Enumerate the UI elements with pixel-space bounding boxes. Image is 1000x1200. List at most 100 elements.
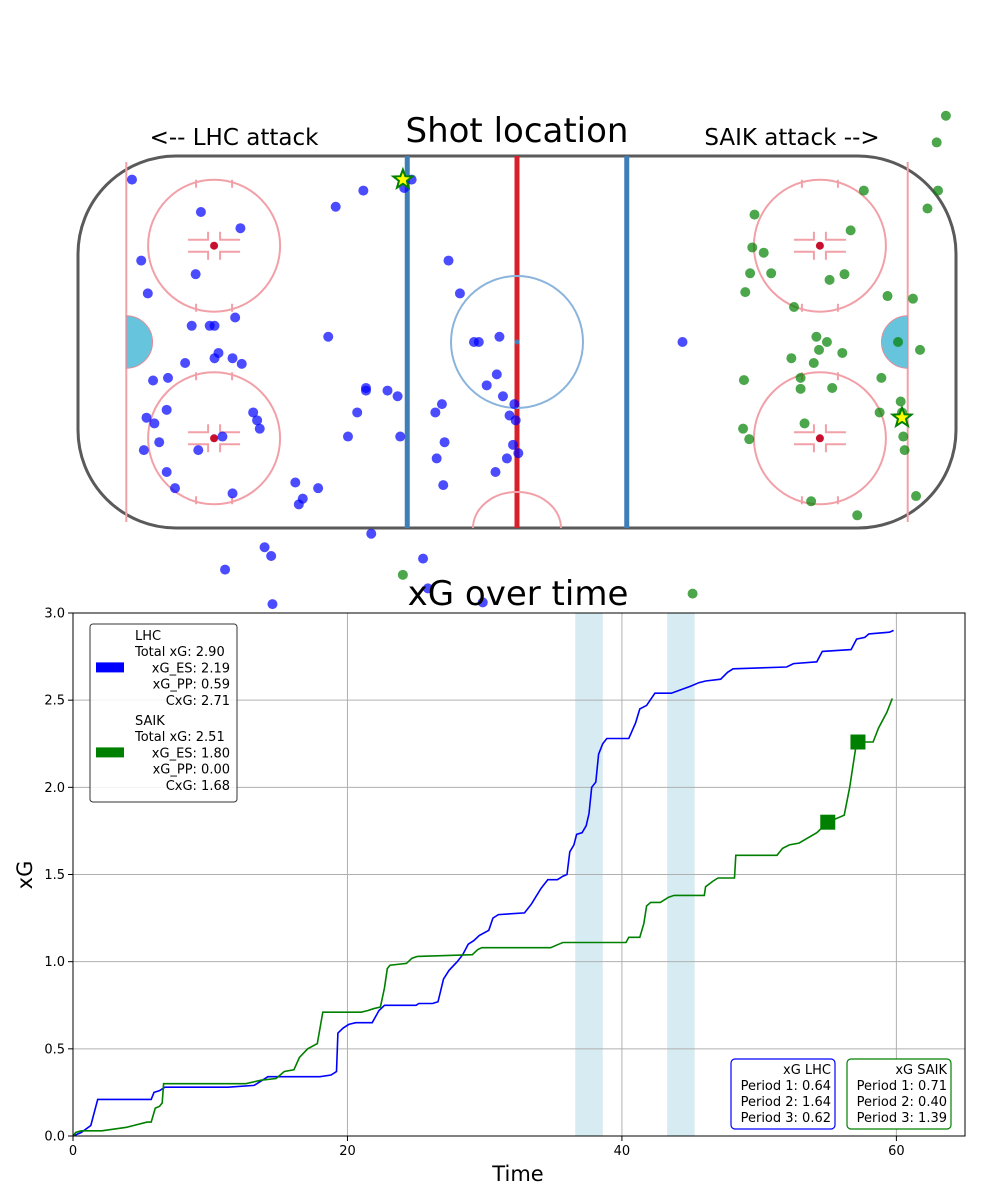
shot-point-lhc [392,391,403,402]
period-box-line: Period 2: 0.40 [857,1095,947,1110]
shot-point-lhc [267,599,278,610]
shot-point-lhc [142,288,153,299]
shot-point-saik [824,274,835,285]
legend-box [89,623,238,803]
shot-point-saik [811,331,822,342]
shot-point-lhc [290,477,301,488]
shot-point-lhc [395,431,406,442]
x-tick-label: 20 [339,1144,356,1159]
shot-point-lhc [297,493,308,504]
shot-point-lhc [195,207,206,218]
x-tick-label: 60 [888,1144,905,1159]
shot-point-saik [744,434,755,445]
shot-point-lhc [148,375,159,386]
shot-point-saik [922,203,933,214]
shot-point-lhc [236,358,247,369]
shot-point-lhc [259,542,270,553]
shot-point-saik [806,496,817,507]
shot-point-lhc [190,269,201,280]
shot-point-lhc [439,437,450,448]
lhc-attack-label: <-- LHC attack [150,125,320,151]
goal-star-lhc [390,166,416,191]
shot-point-lhc [366,528,377,539]
faceoff-ticks [195,372,234,505]
shot-point-saik [745,268,756,279]
shot-point-saik [839,269,850,280]
shot-point-lhc [252,415,263,426]
legend-entry-line: CxG: 1.68 [166,779,230,794]
y-tick-label: 0.5 [44,1042,65,1057]
shot-point-lhc [677,337,688,347]
legend-entry-line: xG_ES: 2.19 [152,661,230,676]
shot-point-saik [738,423,749,434]
shot-point-saik [895,396,906,407]
referee-crease [472,491,562,529]
shot-point-saik [808,358,819,369]
y-tick-label: 3.0 [44,607,65,622]
shot-point-saik [882,291,893,302]
shot-point-saik [747,242,758,253]
axis-ticks: 0 20 40 60 0.0 0.5 1.0 1.5 2.0 2.5 3.0 [44,607,904,1160]
shot-point-lhc [217,431,228,442]
goal-star-saik [889,404,915,429]
faceoff-hashmarks [793,424,846,453]
shot-point-saik [931,137,942,148]
period-box [730,1058,836,1130]
shot-point-saik [758,247,769,258]
series-line-lhc [72,629,894,1137]
y-tick-label: 1.0 [44,955,65,970]
shot-point-lhc [382,385,393,396]
series-lines [72,629,894,1137]
faceoff-dot [210,434,219,443]
shot-point-lhc [266,551,277,562]
faceoff-dot [815,434,824,443]
shot-point-lhc [138,445,149,456]
shot-point-saik [687,588,698,599]
shot-point-lhc [494,331,505,342]
shot-point-saik [795,372,806,383]
series-line-saik [72,698,894,1137]
goal-marker-saik [820,814,836,830]
crease-left [125,315,154,369]
xg-over-time-chart: xG over time 0 20 40 60 0.0 0.5 1.0 1.5 2.0 2.5 3.… [13,574,966,1186]
shot-point-saik [795,383,806,394]
shot-point-lhc [497,391,508,402]
shot-point-saik [933,185,944,196]
series-markers [820,734,866,830]
shot-point-lhc [136,255,147,266]
shot-point-lhc [313,483,324,494]
shot-point-saik [766,268,777,279]
shot-point-lhc [220,564,231,575]
shot-point-saik [893,337,904,347]
shot-point-lhc [491,369,502,380]
period-box-line: Period 2: 1.64 [741,1095,831,1110]
faceoff-ticks [800,179,839,312]
shot-point-saik [837,347,848,358]
shot-point-lhc [162,372,173,383]
shot-point-saik [397,569,408,580]
shot-point-lhc [213,347,224,358]
shot-point-lhc [508,439,519,450]
x-axis-label: Time [491,1162,543,1186]
shot-point-lhc [248,407,259,418]
legend-entry-line: xG_PP: 0.00 [153,763,230,778]
shot-point-saik [786,353,797,364]
shot-point-lhc [422,583,433,594]
x-tick-label: 40 [614,1144,631,1159]
shot-point-lhc [436,399,447,410]
shot-point-lhc [454,288,465,299]
legend-swatch [96,747,124,758]
shot-point-lhc [161,404,172,415]
shot-point-lhc [352,407,363,418]
faceoff-ticks [195,179,234,312]
y-tick-label: 1.5 [44,868,65,883]
period-box-line: Period 3: 1.39 [857,1111,947,1126]
shot-point-saik [899,445,910,456]
y-tick-label: 2.0 [44,781,65,796]
shot-point-saik [738,375,749,386]
shot-point-lhc [186,320,197,331]
shot-point-lhc [360,385,371,396]
center-dot [514,339,520,345]
faceoff-hashmarks [188,231,241,260]
